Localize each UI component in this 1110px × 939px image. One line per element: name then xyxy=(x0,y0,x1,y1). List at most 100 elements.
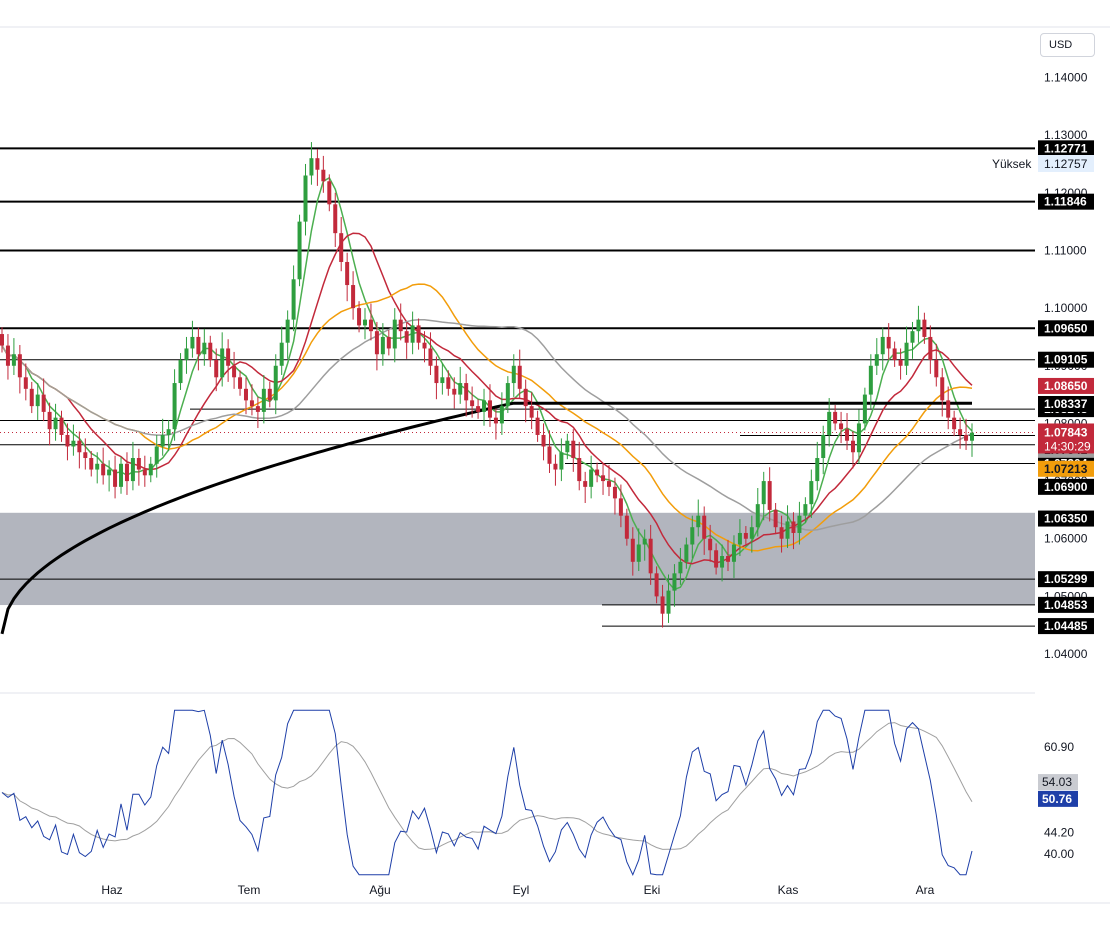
price-axis-labels: 1.127711.118461.096501.091051.082481.076… xyxy=(1038,140,1094,635)
candle-body xyxy=(476,406,481,412)
candle-body xyxy=(363,319,368,326)
candle-body xyxy=(464,383,469,401)
candle-body xyxy=(273,365,278,401)
last-price-label: 1.07843 xyxy=(1044,425,1088,439)
candle-body xyxy=(23,377,28,389)
candle-body xyxy=(720,556,725,568)
candle-body xyxy=(119,463,124,487)
candle-body xyxy=(910,331,915,343)
candle-body xyxy=(339,233,344,262)
x-tick-label: Ağu xyxy=(369,883,390,897)
level-label-bg xyxy=(1038,140,1094,157)
candle-body xyxy=(779,527,784,539)
candle-body xyxy=(827,411,832,435)
candle-body xyxy=(172,383,177,430)
candle-body xyxy=(255,406,260,412)
candle-body xyxy=(101,463,106,476)
candle-body xyxy=(333,204,338,234)
candle-body xyxy=(345,261,350,286)
level-label-bg xyxy=(1038,571,1094,588)
candle-body xyxy=(696,515,701,528)
time-axis[interactable]: Haz Tem Ağu Eyl Eki Kas Ara xyxy=(101,883,934,897)
candle-body xyxy=(690,527,695,545)
level-label: 1.09650 xyxy=(1044,321,1088,335)
candle-body xyxy=(785,521,790,539)
support-zone-rect xyxy=(0,512,1035,606)
candle-body xyxy=(53,417,58,430)
candle-body xyxy=(565,440,570,453)
candle-body xyxy=(618,498,623,516)
currency-selector[interactable]: USD xyxy=(1040,33,1095,57)
candle-body xyxy=(791,521,796,533)
rsi-ma-value: 54.03 xyxy=(1042,775,1072,789)
rsi-value: 50.76 xyxy=(1042,792,1072,806)
candle-body xyxy=(136,458,141,470)
candle-body xyxy=(868,365,873,395)
candle-body xyxy=(202,342,207,355)
candle-body xyxy=(702,515,707,539)
candle-body xyxy=(160,434,165,447)
candle-body xyxy=(654,573,659,597)
candle-body xyxy=(767,481,772,510)
candle-body xyxy=(154,446,159,464)
candle-body xyxy=(243,388,248,401)
rsi-tick-label: 60.90 xyxy=(1044,740,1074,754)
candle-body xyxy=(880,336,885,355)
candle-body xyxy=(380,336,385,355)
candle-body xyxy=(845,429,850,441)
candle-body xyxy=(595,469,600,476)
candle-body xyxy=(71,440,76,447)
candle-body xyxy=(833,411,838,424)
zone-label: 1.06350 xyxy=(1044,512,1088,526)
rsi-line xyxy=(1,709,973,876)
candle-body xyxy=(41,394,46,412)
candle-body xyxy=(309,158,314,176)
candle-body xyxy=(285,319,290,343)
rsi-pane: 60.90 44.20 40.00 54.03 50.76 xyxy=(1,709,1078,876)
candle-body xyxy=(89,458,94,470)
candle-body xyxy=(856,423,861,453)
candlesticks xyxy=(0,142,974,628)
rsi-tick-label: 44.20 xyxy=(1044,826,1074,840)
candle-body xyxy=(964,434,969,441)
candle-body xyxy=(517,365,522,389)
candle-body xyxy=(416,325,421,343)
candle-body xyxy=(470,400,475,407)
candle-body xyxy=(404,331,409,343)
y-tick-label: 1.14000 xyxy=(1044,70,1088,84)
candle-body xyxy=(440,377,445,384)
candle-body xyxy=(571,440,576,459)
candle-body xyxy=(374,331,379,355)
candle-body xyxy=(511,365,516,384)
candle-body xyxy=(0,334,4,346)
candle-body xyxy=(226,348,231,366)
moving-averages xyxy=(0,176,973,635)
candle-body xyxy=(148,463,153,476)
candle-body xyxy=(648,538,653,574)
candle-body xyxy=(17,354,22,378)
support-zone xyxy=(0,512,1035,606)
level-label-bg xyxy=(1038,596,1094,613)
rsi-ma-value-bg xyxy=(1038,774,1078,791)
candle-body xyxy=(922,319,927,337)
zone-label: 1.06900 xyxy=(1044,480,1088,494)
candle-body xyxy=(743,532,748,539)
last-price-bg xyxy=(1038,423,1094,454)
candle-body xyxy=(660,596,665,614)
candle-body xyxy=(731,544,736,562)
candle-body xyxy=(261,388,266,412)
candle-body xyxy=(755,504,760,528)
x-tick-label: Eki xyxy=(644,883,661,897)
ma-green-line xyxy=(1,176,973,591)
candle-body xyxy=(184,348,189,360)
candle-body xyxy=(59,417,64,435)
candle-body xyxy=(452,388,457,395)
candle-body xyxy=(946,400,951,418)
y-tick-label: 1.11000 xyxy=(1044,243,1087,257)
candle-body xyxy=(886,336,891,349)
x-tick-label: Haz xyxy=(101,883,122,897)
x-tick-label: Ara xyxy=(916,883,935,897)
candle-body xyxy=(577,458,582,482)
candle-body xyxy=(684,544,689,562)
